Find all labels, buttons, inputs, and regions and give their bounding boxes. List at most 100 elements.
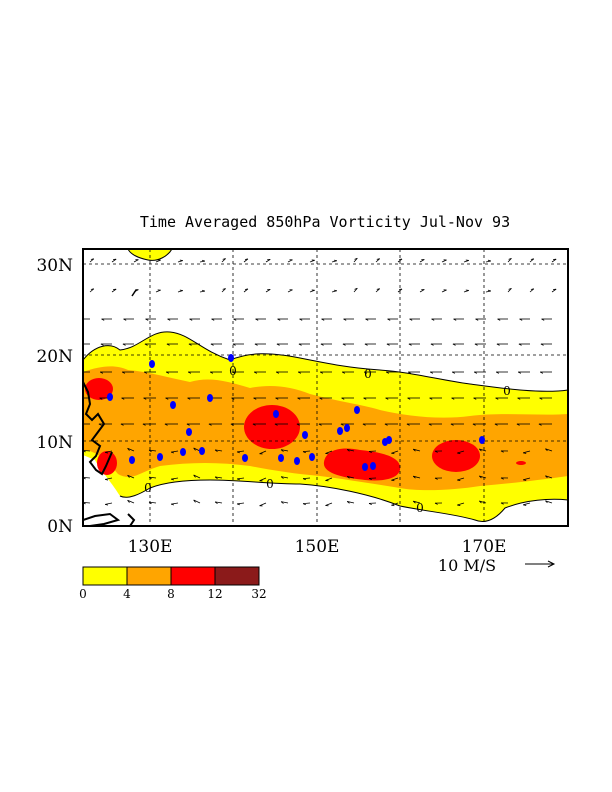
wind-vector-head [127,448,130,451]
vorticity-shade-8-12 [432,440,480,472]
wind-vector [171,450,179,453]
wind-vector [347,476,355,479]
wind-vector-head [545,475,548,479]
wind-vector-head [497,318,501,321]
wind-vector-head [457,452,461,454]
wind-vector-head [276,371,280,374]
wind-vector-head [409,318,413,321]
wind-vector [391,502,399,506]
wind-vector-head [165,397,169,400]
typhoon-symbol [370,462,376,470]
wind-vector-head [105,503,109,506]
wind-vector-head [412,475,416,479]
wind-vector-head [428,423,432,426]
wind-vector [237,450,245,453]
wind-vector-head [302,451,306,454]
wind-vector [237,477,245,480]
colorbar-tick: 8 [167,587,175,601]
wind-vector [259,477,267,482]
wind-vector-head [340,423,344,426]
contour-label: 0 [364,367,372,381]
wind-vector-head [187,397,191,400]
wind-vector [171,477,179,480]
wind-vector-head [386,343,390,346]
wind-vector [127,499,135,504]
wind-vector-head [487,289,491,292]
wind-vector-head [166,371,170,374]
typhoon-symbol [294,457,300,465]
reference-vector-label: 10 M/S [438,556,496,575]
wind-vector [479,448,487,452]
wind-vector-head [230,423,234,426]
wind-vector-field [77,257,557,507]
colorbar-swatch-8-12 [170,566,216,586]
wind-vector-head [530,258,534,260]
wind-vector [325,477,333,481]
wind-vector-head [496,371,500,374]
wind-vector-head [280,476,284,479]
wind-vector-head [342,371,346,374]
wind-vector-head [376,288,380,290]
wind-vector-head [78,398,81,399]
wind-vector-head [127,500,130,503]
wind-vector-head [545,448,548,452]
wind-vector-head [320,371,324,374]
wind-vector-head [77,424,80,425]
wind-vector [523,477,531,481]
wind-vector-head [434,450,438,453]
typhoon-symbol [186,428,192,436]
wind-vector-head [214,501,218,504]
wind-vector-head [255,318,259,321]
wind-vector-head [210,371,214,374]
typhoon-symbol [273,410,279,418]
typhoon-symbol [180,448,186,456]
wind-vector [302,477,311,480]
wind-vector [457,502,465,506]
wind-vector-head [210,343,214,346]
wind-vector [413,500,421,504]
typhoon-symbol [344,424,350,432]
wind-vector-head [231,397,235,400]
wind-vector [83,476,91,479]
wind-vector-head [519,318,523,321]
wind-vector [479,500,487,504]
wind-vector [347,501,355,504]
wind-vector-head [232,343,236,346]
wind-vector-head [90,288,94,290]
wind-vector-head [233,318,237,321]
wind-vector-head [475,318,479,321]
wind-vector-head [236,451,241,454]
contour-label: 0 [144,481,152,495]
wind-vector [259,502,267,507]
wind-vector-head [354,257,358,260]
typhoon-symbol [228,354,234,362]
colorbar-tick: 32 [251,587,266,601]
map-frame [82,248,569,527]
wind-vector-head [302,478,306,481]
wind-vector [523,502,531,506]
wind-vector [281,449,289,452]
wind-vector-head [500,477,504,480]
wind-vector-head [254,343,258,346]
wind-vector-head [148,501,152,505]
wind-vector-head [430,371,434,374]
wind-vector-head [539,397,543,400]
wind-vector-head [341,397,345,400]
wind-vector-head [318,423,322,426]
wind-vector-head [406,423,410,426]
wind-vector-head [120,423,124,426]
lat-label: 0N [47,517,73,537]
wind-vector-head [496,343,500,346]
lon-label: 170E [462,537,507,557]
wind-vector [215,501,223,504]
wind-vector-head [280,501,284,504]
wind-vector-head [100,371,104,374]
wind-vector-head [236,503,241,506]
wind-vector-head [254,371,258,374]
wind-vector-head [457,479,461,481]
wind-vector-head [545,500,548,504]
map-area: 0 0 0 0 0 0 [77,248,569,527]
wind-vector-head [208,423,212,426]
vorticity-shade-0-4 [128,249,172,261]
wind-vector [457,450,465,454]
